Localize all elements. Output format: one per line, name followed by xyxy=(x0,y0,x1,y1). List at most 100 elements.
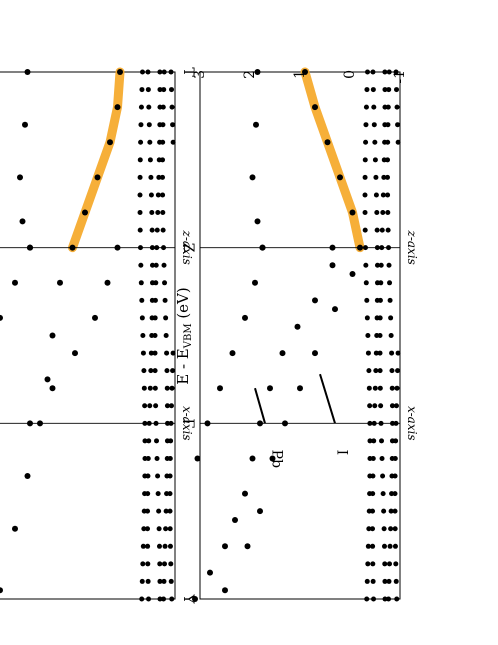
band-point xyxy=(382,596,388,602)
right-orange-projection xyxy=(68,67,125,253)
band-point xyxy=(379,245,385,251)
band-point xyxy=(393,438,399,444)
band-point xyxy=(367,438,373,444)
band-point xyxy=(363,262,369,268)
band-point xyxy=(362,192,368,198)
band-point xyxy=(382,561,388,567)
band-point xyxy=(394,87,400,93)
band-point xyxy=(370,473,376,479)
band-point xyxy=(257,420,263,427)
band-point xyxy=(294,323,301,330)
band-point xyxy=(170,368,176,374)
band-point xyxy=(168,420,174,426)
band-point xyxy=(381,526,387,532)
band-point xyxy=(377,385,383,391)
band-point xyxy=(364,596,370,602)
band-point xyxy=(385,192,391,198)
band-point xyxy=(167,526,173,532)
band-point xyxy=(154,455,160,461)
band-point xyxy=(148,350,154,356)
band-point xyxy=(392,455,398,461)
band-point xyxy=(394,385,400,391)
band-point xyxy=(279,350,286,357)
band-point xyxy=(388,508,394,514)
band-point xyxy=(163,315,169,321)
left-k-labels: T Z Γ Y xyxy=(180,67,196,604)
band-point xyxy=(139,578,145,584)
band-point xyxy=(139,315,145,321)
left-annotations: Pb I xyxy=(254,373,350,468)
band-point xyxy=(164,368,170,374)
band-point xyxy=(362,157,368,163)
band-point xyxy=(381,508,387,514)
band-point xyxy=(141,526,147,532)
band-point xyxy=(222,543,228,550)
band-point xyxy=(362,245,368,251)
band-point xyxy=(154,438,160,444)
band-point xyxy=(365,333,371,338)
band-point xyxy=(142,420,148,426)
band-point xyxy=(207,569,213,576)
band-point xyxy=(381,174,387,180)
band-point xyxy=(254,69,261,75)
band-point xyxy=(388,315,394,321)
band-point xyxy=(157,561,163,567)
band-point xyxy=(157,87,163,93)
band-point xyxy=(161,578,167,584)
band-point xyxy=(167,508,173,514)
band-point xyxy=(149,245,155,251)
y-axis-label: E - EVBM (eV) xyxy=(174,287,194,385)
band-point xyxy=(382,69,388,75)
band-point xyxy=(137,192,143,198)
band-point xyxy=(379,438,385,444)
band-point xyxy=(157,578,163,584)
band-point xyxy=(366,368,372,374)
band-point xyxy=(382,578,388,584)
band-point xyxy=(386,87,392,93)
band-point xyxy=(155,192,161,198)
band-point xyxy=(160,104,166,110)
band-point xyxy=(386,69,392,75)
band-point xyxy=(160,174,166,180)
band-point xyxy=(69,244,76,251)
band-point xyxy=(252,279,258,286)
band-point xyxy=(169,87,175,93)
band-point xyxy=(168,438,174,444)
band-point xyxy=(380,192,386,198)
band-point xyxy=(19,218,26,225)
band-point xyxy=(392,473,398,479)
band-point xyxy=(204,420,211,427)
band-point xyxy=(374,262,380,268)
band-point xyxy=(162,561,168,567)
band-point xyxy=(372,403,378,409)
band-point xyxy=(155,491,161,497)
band-point xyxy=(145,526,151,532)
band-point xyxy=(149,262,155,268)
band-point xyxy=(160,122,166,128)
band-point xyxy=(366,526,372,532)
band-point xyxy=(378,280,384,286)
band-point xyxy=(372,139,378,145)
band-point xyxy=(297,385,303,392)
band-point xyxy=(153,262,159,268)
band-point xyxy=(365,561,371,567)
band-point xyxy=(140,350,146,356)
band-point xyxy=(385,174,391,180)
band-point xyxy=(169,385,175,391)
band-point xyxy=(139,297,145,303)
band-point xyxy=(370,491,376,497)
band-point xyxy=(160,210,166,216)
band-point xyxy=(145,578,151,584)
band-point xyxy=(380,473,386,479)
band-point xyxy=(385,210,391,216)
band-point xyxy=(387,297,393,303)
band-point xyxy=(392,526,398,532)
band-point xyxy=(372,385,378,391)
band-point xyxy=(387,561,393,567)
band-point xyxy=(370,561,376,567)
band-point xyxy=(170,139,176,145)
band-point xyxy=(232,516,238,523)
band-point xyxy=(382,87,388,93)
band-point xyxy=(27,244,33,251)
